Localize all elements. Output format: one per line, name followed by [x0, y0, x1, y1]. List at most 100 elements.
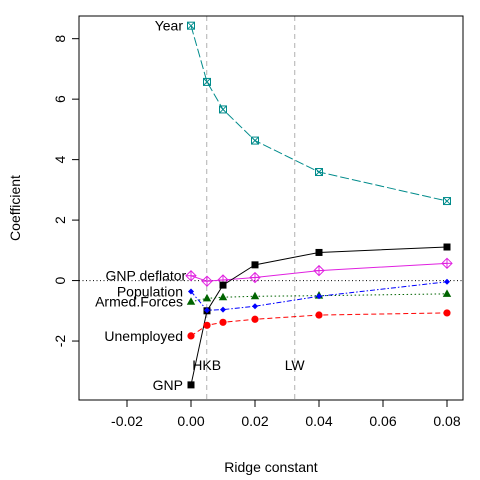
point-population: [204, 307, 210, 314]
series-lines: [190, 25, 448, 385]
point-population-mark: [188, 288, 194, 295]
series-label-population: Population: [117, 283, 183, 299]
x-tick-label: 0.00: [177, 413, 204, 429]
series-label-gnp: GNP: [153, 377, 183, 393]
reference-lines: HKB LW: [192, 16, 305, 400]
point-armed-forces-mark: [218, 292, 228, 301]
point-year-mark: [251, 136, 259, 145]
series-line-population: [190, 281, 448, 311]
point-population: [252, 303, 258, 310]
point-unemployed: [203, 321, 211, 329]
series-line-gnp-deflator: [190, 262, 448, 282]
point-gnp-deflator: [201, 275, 213, 287]
y-tick-label: 4: [52, 156, 68, 164]
point-year: [203, 77, 211, 86]
y-tick-label: -2: [52, 335, 68, 348]
plot-frame: [78, 15, 464, 401]
point-year-mark: [315, 168, 323, 177]
point-year-mark: [219, 105, 227, 114]
point-year-mark: [443, 197, 451, 206]
point-gnp-mark: [443, 243, 451, 251]
point-armed-forces-mark: [250, 291, 260, 300]
point-year-mark-d2: [203, 78, 211, 86]
point-gnp: [251, 261, 259, 269]
point-year-mark-d2: [315, 168, 323, 176]
point-unemployed: [443, 309, 451, 317]
point-armed-forces-mark: [202, 293, 212, 302]
point-unemployed-mark: [187, 332, 195, 340]
point-population: [316, 293, 322, 300]
x-tick-label: -0.02: [111, 413, 143, 429]
x-axis: -0.02 0.00 0.02 0.04 0.06 0.08: [111, 400, 461, 429]
point-gnp: [187, 381, 195, 389]
point-unemployed: [219, 318, 227, 326]
point-population: [444, 278, 450, 285]
point-unemployed-mark: [251, 315, 259, 323]
point-gnp-deflator: [441, 257, 453, 270]
point-unemployed-mark: [443, 309, 451, 317]
point-year-mark: [203, 77, 211, 86]
series-line-unemployed: [190, 312, 448, 337]
point-armed-forces-mark: [186, 297, 196, 305]
series-label-unemployed: Unemployed: [104, 328, 183, 344]
point-year: [443, 197, 451, 206]
point-gnp-deflator: [313, 264, 325, 277]
point-unemployed-mark: [219, 318, 227, 326]
y-tick-label: 2: [52, 216, 68, 224]
y-axis-title: Coefficient: [7, 175, 23, 241]
point-population-mark: [252, 303, 258, 310]
point-armed-forces: [186, 297, 196, 305]
point-gnp: [443, 243, 451, 251]
ref-label-hkb: HKB: [192, 357, 221, 373]
y-tick-label: 8: [52, 35, 68, 43]
point-year: [315, 168, 323, 177]
y-tick-label: 0: [52, 276, 68, 284]
point-population-mark: [444, 278, 450, 285]
series-label-armed-forces: Armed.Forces: [95, 294, 183, 310]
point-gnp: [315, 248, 323, 256]
point-population-mark: [204, 307, 210, 314]
point-population: [220, 306, 226, 313]
ref-label-lw: LW: [285, 357, 306, 373]
point-armed-forces: [250, 291, 260, 300]
point-unemployed-mark: [203, 321, 211, 329]
series-label-gnp-deflator: GNP deflator: [106, 268, 187, 284]
point-population-mark: [220, 306, 226, 313]
point-gnp-mark: [315, 248, 323, 256]
point-population-mark: [316, 293, 322, 300]
point-gnp-mark: [251, 261, 259, 269]
point-year: [219, 105, 227, 114]
y-axis: -2 0 2 4 6 8: [52, 35, 79, 348]
point-year: [251, 136, 259, 145]
point-year-mark-d2: [219, 105, 227, 114]
point-unemployed: [251, 315, 259, 323]
point-gnp-mark: [187, 381, 195, 389]
series-label-year: Year: [155, 18, 184, 34]
point-gnp-deflator: [249, 271, 261, 284]
series-markers: [185, 21, 453, 389]
point-unemployed: [315, 311, 323, 319]
y-tick-label: 6: [52, 95, 68, 103]
point-gnp-deflator: [185, 270, 197, 282]
point-unemployed: [187, 332, 195, 340]
point-armed-forces: [442, 289, 452, 297]
series-line-armed-forces: [190, 293, 448, 303]
point-year-mark-d2: [187, 21, 195, 30]
point-year: [187, 21, 195, 30]
point-year-mark: [187, 21, 195, 30]
x-tick-label: 0.06: [369, 413, 396, 429]
point-armed-forces-mark: [442, 289, 452, 297]
point-unemployed-mark: [315, 311, 323, 319]
x-tick-label: 0.08: [433, 413, 460, 429]
x-tick-label: 0.04: [305, 413, 332, 429]
point-armed-forces: [202, 293, 212, 302]
point-gnp-mark: [219, 281, 227, 289]
point-year-mark-d2: [251, 136, 259, 145]
point-gnp: [219, 281, 227, 289]
point-armed-forces: [218, 292, 228, 301]
point-year-mark-d2: [443, 197, 451, 205]
point-population: [188, 288, 194, 295]
x-tick-label: 0.02: [241, 413, 268, 429]
